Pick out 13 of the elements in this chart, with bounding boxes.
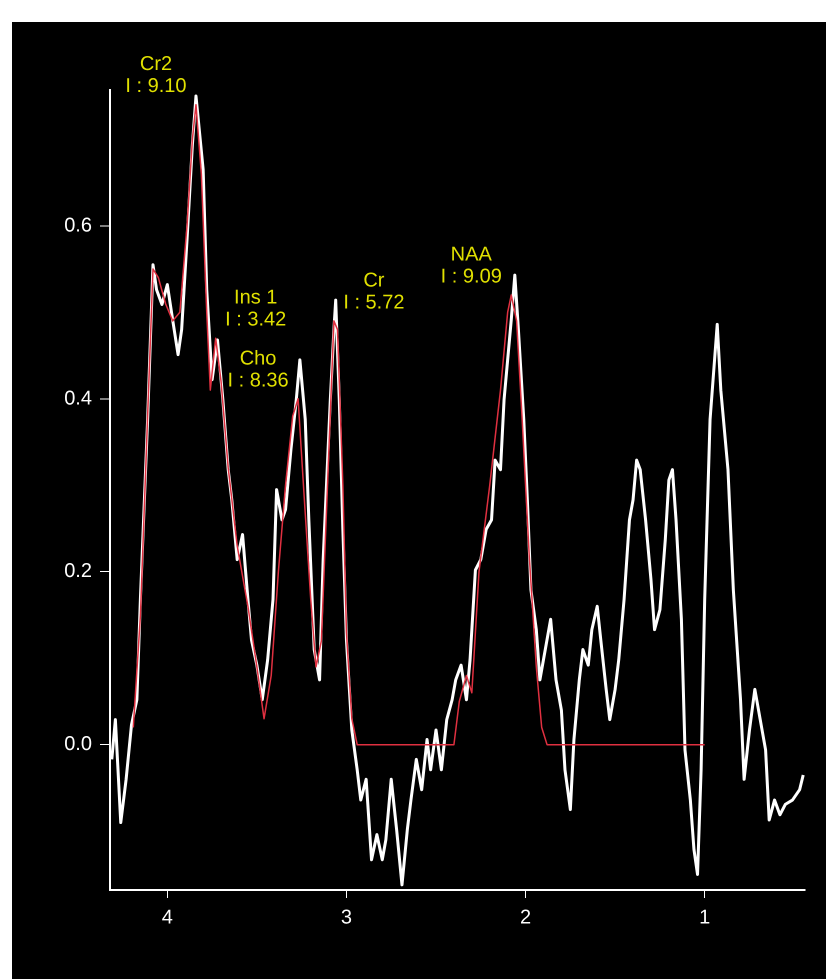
y-tick-label: 0.6 — [64, 214, 92, 236]
annotation: NAA I : 9.09 — [440, 243, 502, 288]
annotation: Cho I : 8.36 — [228, 347, 289, 392]
annotation: Cr I : 5.72 — [343, 269, 404, 314]
x-tick-label: 1 — [699, 906, 710, 929]
y-tick-label: 0.0 — [64, 733, 92, 756]
y-tick-label: 0.2 — [64, 560, 92, 582]
annotation: Cr2 I : 9.10 — [125, 53, 187, 98]
x-tick-label: 2 — [520, 906, 532, 929]
x-tick-label: 3 — [340, 906, 352, 929]
x-tick-label: 4 — [162, 906, 173, 929]
annotation: Ins 1 I : 3.42 — [225, 286, 286, 331]
y-tick-label: 0.4 — [64, 387, 92, 410]
